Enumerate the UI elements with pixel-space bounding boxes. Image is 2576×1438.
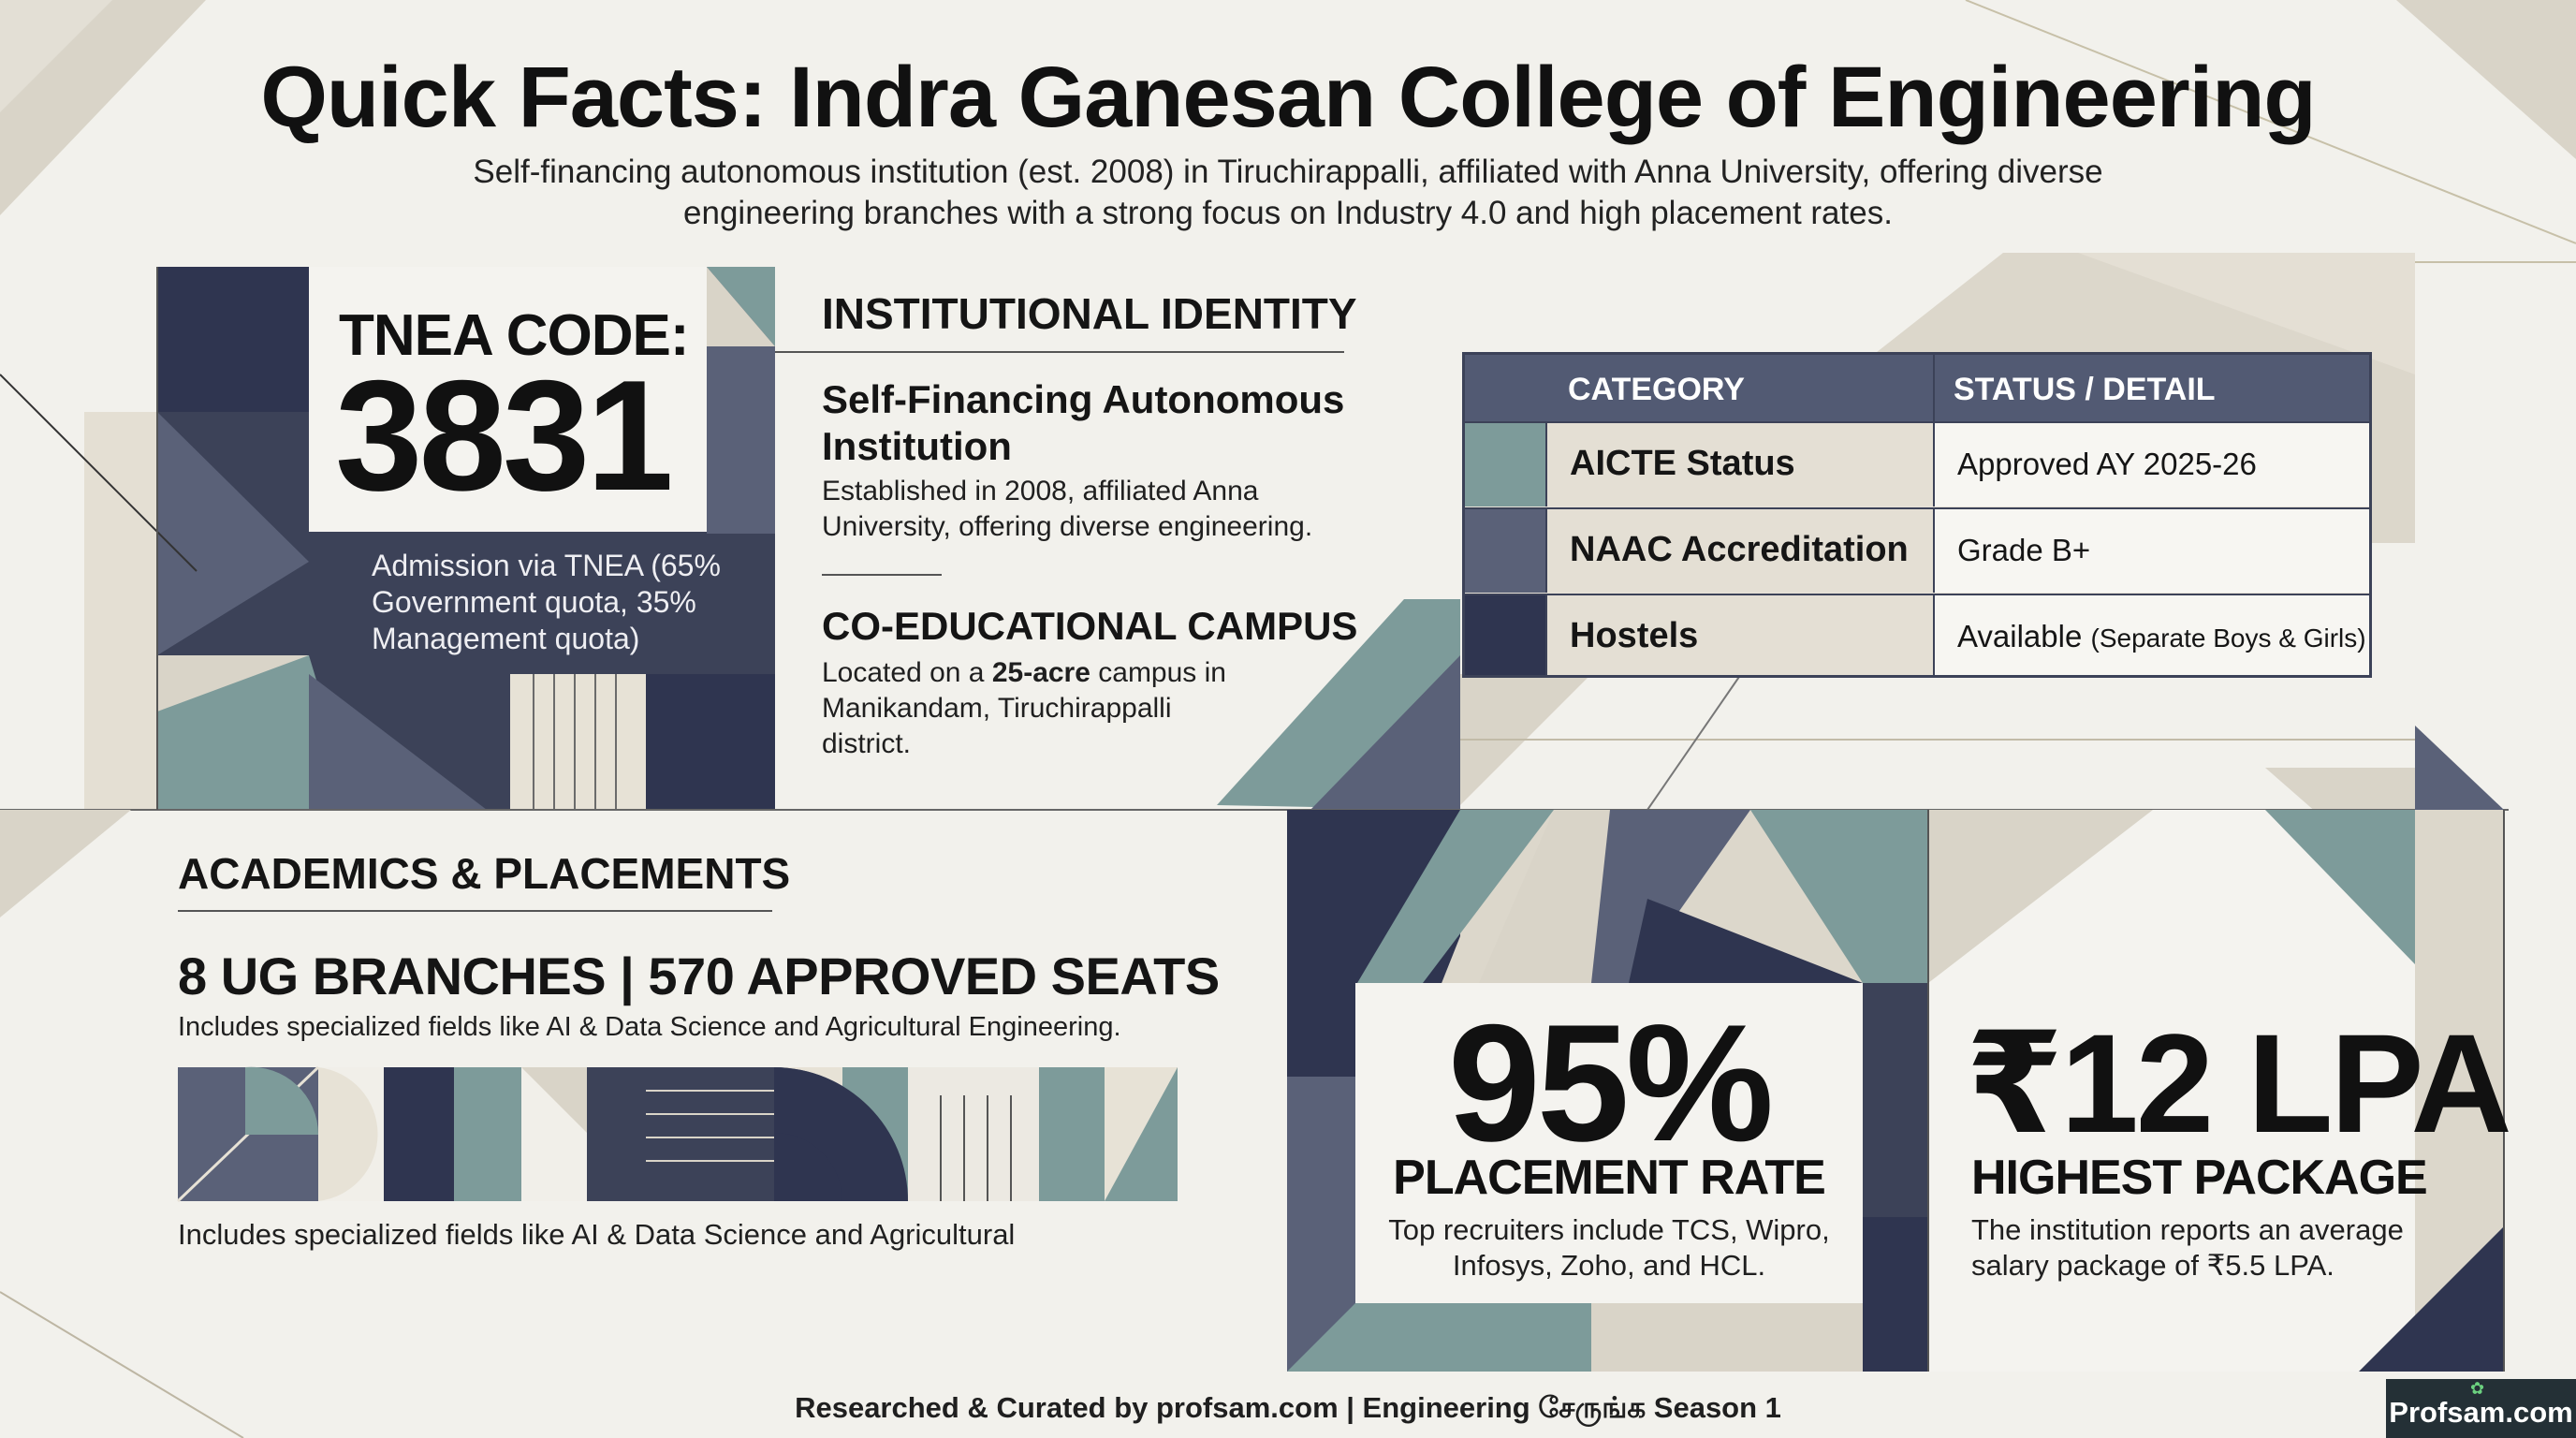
leaf-icon: ✿: [2470, 1379, 2485, 1398]
academics-heading-rule: [178, 910, 772, 912]
row-detail-text: Grade B+: [1957, 533, 2091, 567]
row-detail: Approved AY 2025-26: [1933, 423, 2369, 506]
row-category: Hostels: [1545, 595, 1933, 675]
table-row: Hostels Available (Separate Boys & Girls…: [1465, 594, 2369, 675]
page-subtitle: Self-financing autonomous institution (e…: [473, 154, 2103, 231]
tnea-code-panel: [309, 267, 707, 532]
identity-divider: [822, 574, 942, 576]
row-category: AICTE Status: [1545, 423, 1933, 506]
page-title: Quick Facts: Indra Ganesan College of En…: [260, 50, 2316, 145]
identity-heading: INSTITUTIONAL IDENTITY: [822, 289, 1357, 338]
highest-package-value: ₹12 LPA: [1966, 1005, 2512, 1162]
identity-block1-text: Established in 2008, affiliated Anna Uni…: [822, 476, 1313, 542]
row-detail-text: Approved AY 2025-26: [1957, 447, 2257, 481]
placement-rate-description: Top recruiters include TCS, Wipro, Infos…: [1388, 1213, 1830, 1282]
academics-heading: ACADEMICS & PLACEMENTS: [178, 849, 791, 898]
table-row: NAAC Accreditation Grade B+: [1465, 507, 2369, 593]
campus-text-part: campus in Manikandam, Tiruchirappalli di…: [822, 657, 1226, 759]
row-color-swatch: [1465, 595, 1545, 675]
status-table-header: CATEGORY STATUS / DETAIL: [1465, 355, 2369, 421]
profsam-logo[interactable]: ✿ Profsam.com: [2386, 1379, 2576, 1438]
placement-rate-label: PLACEMENT RATE: [1393, 1151, 1826, 1205]
highest-package-label: HIGHEST PACKAGE: [1971, 1151, 2428, 1205]
status-table: CATEGORY STATUS / DETAIL AICTE Status Ap…: [1462, 352, 2372, 678]
identity-heading-rule: [775, 351, 1344, 353]
footer-credit: Researched & Curated by profsam.com | En…: [795, 1391, 1781, 1424]
row-category: NAAC Accreditation: [1545, 509, 1933, 593]
branches-seats-summary: 8 UG BRANCHES | 570 APPROVED SEATS: [178, 946, 1220, 1005]
campus-size-bold: 25-acre: [991, 657, 1090, 688]
row-detail-note: (Separate Boys & Girls): [2090, 624, 2366, 653]
row-detail: Available (Separate Boys & Girls): [1933, 595, 2369, 675]
status-table-header-category: CATEGORY: [1568, 372, 1745, 407]
row-color-swatch: [1465, 423, 1545, 506]
tnea-admission-note: Admission via TNEA (65% Government quota…: [372, 549, 721, 655]
row-detail: Grade B+: [1933, 509, 2369, 593]
placement-rate-value: 95%: [1447, 990, 1774, 1176]
row-detail-text: Available: [1957, 619, 2083, 653]
academics-description-repeat: Includes specialized fields like AI & Da…: [178, 1218, 1016, 1251]
campus-text-part: Located on a: [822, 657, 992, 688]
tnea-code-label: TNEA CODE:: [339, 303, 689, 368]
row-color-swatch: [1465, 509, 1545, 593]
placement-rate-card: [1355, 983, 1863, 1303]
identity-block2-text: Located on a 25-acre campus in Manikanda…: [822, 655, 1262, 762]
table-row: AICTE Status Approved AY 2025-26: [1465, 421, 2369, 506]
identity-block1-title: Self-Financing Autonomous Institution: [822, 377, 1345, 468]
academics-description: Includes specialized fields like AI & Da…: [178, 1012, 1121, 1042]
logo-text: Profsam.com: [2389, 1396, 2573, 1429]
identity-block2-title: CO-EDUCATIONAL CAMPUS: [822, 604, 1358, 648]
tnea-code-value: 3831: [335, 347, 674, 523]
status-table-header-detail: STATUS / DETAIL: [1954, 372, 2216, 407]
highest-package-description: The institution reports an average salar…: [1971, 1213, 2404, 1282]
